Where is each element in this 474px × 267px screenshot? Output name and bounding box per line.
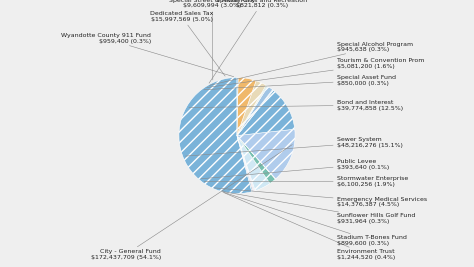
Wedge shape xyxy=(237,85,267,136)
Wedge shape xyxy=(237,136,253,192)
Wedge shape xyxy=(237,77,256,136)
Text: Bond and Interest
$39,774,858 (12.5%): Bond and Interest $39,774,858 (12.5%) xyxy=(189,100,403,111)
Wedge shape xyxy=(179,77,252,194)
Text: Special Asset Fund
$850,000 (0.3%): Special Asset Fund $850,000 (0.3%) xyxy=(204,75,396,90)
Wedge shape xyxy=(237,136,254,191)
Wedge shape xyxy=(237,136,276,179)
Text: Sunflower Hills Golf Fund
$931,964 (0.3%): Sunflower Hills Golf Fund $931,964 (0.3%… xyxy=(222,191,415,224)
Wedge shape xyxy=(237,90,295,136)
Text: Stadium T-Bones Fund
$899,600 (0.3%): Stadium T-Bones Fund $899,600 (0.3%) xyxy=(223,192,407,246)
Text: Special Alcohol Program
$945,638 (0.3%): Special Alcohol Program $945,638 (0.3%) xyxy=(210,42,413,85)
Wedge shape xyxy=(237,136,270,191)
Text: Dedicated Sales Tax
$15,997,569 (5.0%): Dedicated Sales Tax $15,997,569 (5.0%) xyxy=(150,11,225,76)
Wedge shape xyxy=(237,77,238,136)
Wedge shape xyxy=(237,129,295,179)
Text: Emergency Medical Services
$14,376,387 (4.5%): Emergency Medical Services $14,376,387 (… xyxy=(214,188,427,207)
Text: Public Levee
$393,640 (0.1%): Public Levee $393,640 (0.1%) xyxy=(201,159,389,179)
Text: Special Street & Hiway City
$9,609,994 (3.0%): Special Street & Hiway City $9,609,994 (… xyxy=(169,0,255,80)
Text: Stormwater Enterprise
$6,100,256 (1.9%): Stormwater Enterprise $6,100,256 (1.9%) xyxy=(204,176,408,187)
Wedge shape xyxy=(237,90,273,136)
Wedge shape xyxy=(237,86,268,136)
Text: Special Parks and Recreation
$821,812 (0.3%): Special Parks and Recreation $821,812 (0… xyxy=(209,0,308,83)
Wedge shape xyxy=(237,86,273,136)
Text: Wyandotte County 911 Fund
$959,400 (0.3%): Wyandotte County 911 Fund $959,400 (0.3%… xyxy=(61,33,234,77)
Text: Tourism & Convention Prom
$5,081,200 (1.6%): Tourism & Convention Prom $5,081,200 (1.… xyxy=(207,58,424,88)
Text: City - General Fund
$172,437,709 (54.1%): City - General Fund $172,437,709 (54.1%) xyxy=(91,145,292,260)
Wedge shape xyxy=(237,81,266,136)
Text: Environment Trust
$1,244,520 (0.4%): Environment Trust $1,244,520 (0.4%) xyxy=(224,193,395,260)
Wedge shape xyxy=(237,136,275,183)
Wedge shape xyxy=(237,136,255,191)
Text: Sewer System
$48,216,276 (15.1%): Sewer System $48,216,276 (15.1%) xyxy=(185,137,402,156)
